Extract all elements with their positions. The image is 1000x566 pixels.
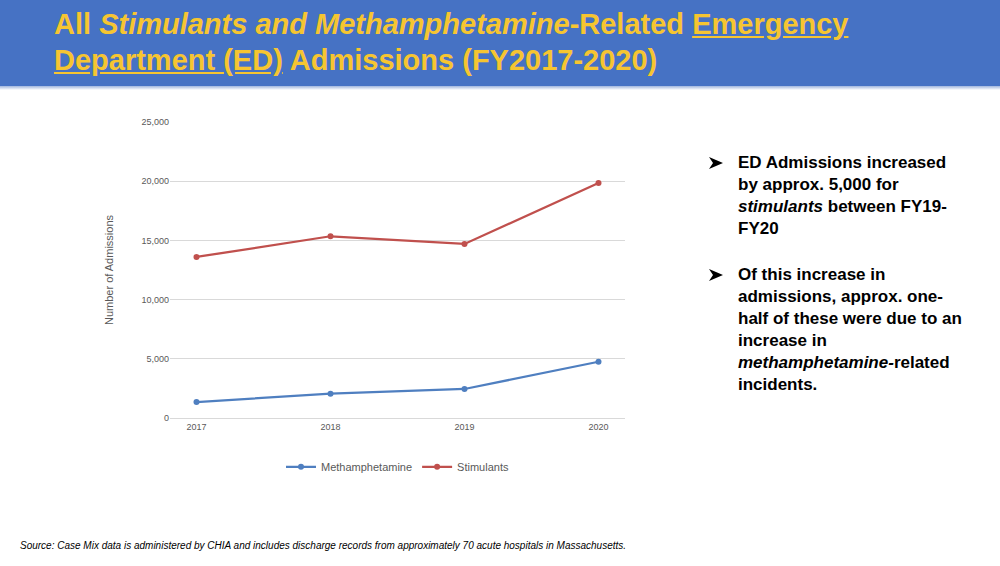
html-text:Of this increase in admissions: Of this increase in admissions, approx. … bbox=[738, 265, 962, 350]
html-text:Source: Case Mix data is admin: Source: Case Mix data is administered by… bbox=[20, 540, 626, 551]
svg-text:2019: 2019 bbox=[454, 422, 474, 432]
svg-text:Number of Admissions: Number of Admissions bbox=[103, 214, 115, 325]
svg-text:2018: 2018 bbox=[320, 422, 340, 432]
svg-text:5,000: 5,000 bbox=[146, 354, 169, 364]
svg-text:0: 0 bbox=[164, 413, 169, 423]
svg-text:15,000: 15,000 bbox=[141, 236, 169, 246]
svg-text:2017: 2017 bbox=[186, 422, 206, 432]
svg-text:Stimulants: Stimulants bbox=[457, 461, 509, 473]
html-text:stimulants between FY19-FY20: stimulants between FY19-FY20 bbox=[738, 197, 947, 238]
svg-text:Methamphetamine: Methamphetamine bbox=[321, 461, 412, 473]
svg-text:25,000: 25,000 bbox=[141, 117, 169, 127]
html-text:All Stimulants and Methampheta: All Stimulants and Methamphetamine -Rela… bbox=[54, 8, 849, 76]
svg-text:10,000: 10,000 bbox=[141, 295, 169, 305]
html-text:methamphetamine- related incid: methamphetamine- related incidents. bbox=[738, 353, 950, 394]
svg-text:2020: 2020 bbox=[588, 422, 608, 432]
html-text:ED Admissions increased by app: ED Admissions increased by approx. 5,000… bbox=[738, 153, 947, 194]
svg-text:20,000: 20,000 bbox=[141, 176, 169, 186]
